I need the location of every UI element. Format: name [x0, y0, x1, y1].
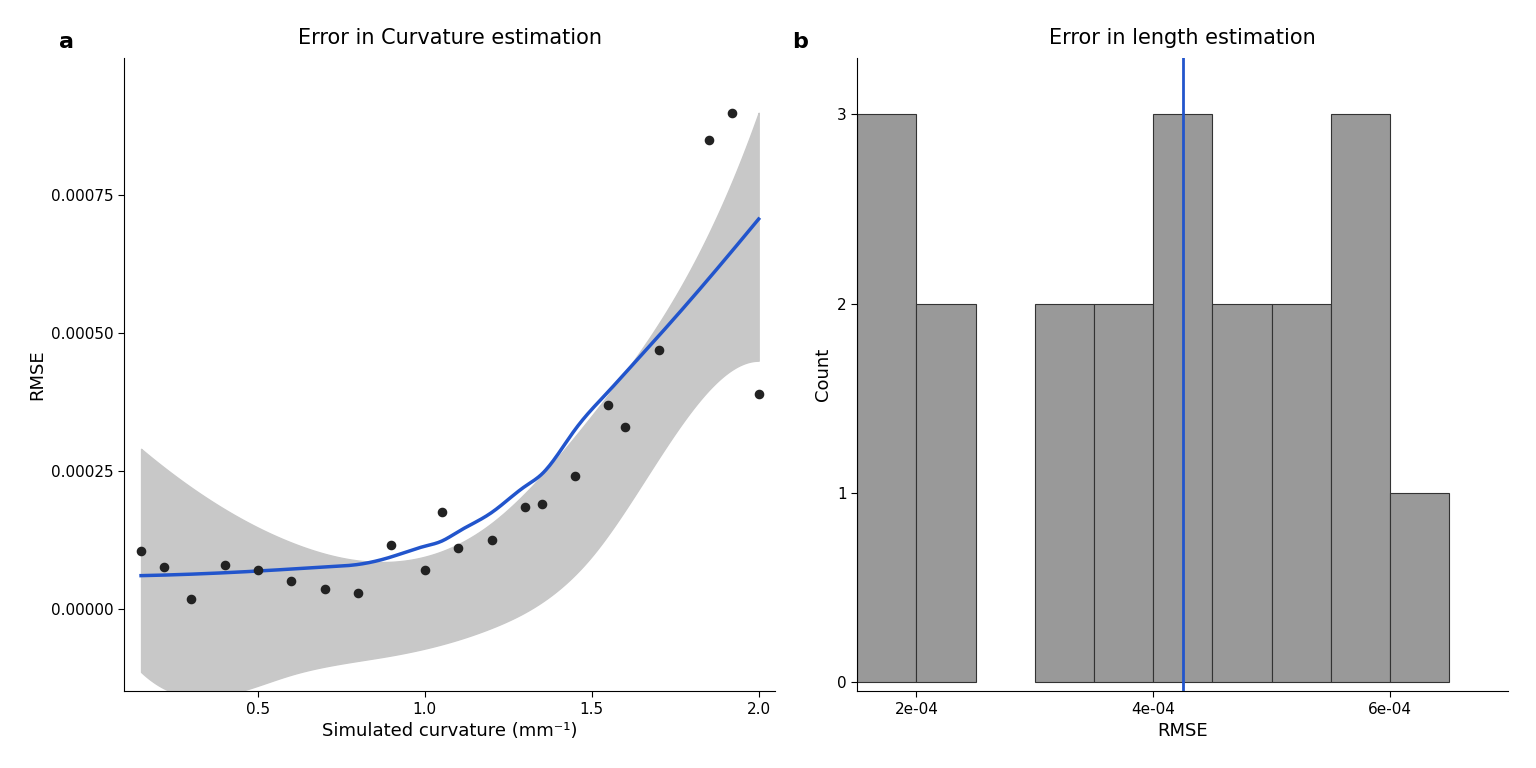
Text: b: b: [793, 32, 808, 52]
Point: [429, 506, 453, 518]
Point: [129, 545, 154, 557]
Point: [562, 470, 587, 482]
Point: [647, 343, 671, 356]
Point: [596, 399, 621, 411]
Point: [720, 107, 745, 119]
Point: [479, 534, 504, 546]
Bar: [1212, 303, 1272, 682]
Point: [513, 501, 538, 513]
Point: [280, 575, 304, 588]
Title: Error in Curvature estimation: Error in Curvature estimation: [298, 28, 602, 48]
Point: [152, 561, 177, 574]
Bar: [1330, 114, 1390, 682]
Point: [445, 542, 470, 554]
Point: [746, 388, 771, 400]
Point: [178, 593, 203, 605]
Bar: [1094, 303, 1154, 682]
X-axis label: Simulated curvature (mm⁻¹): Simulated curvature (mm⁻¹): [323, 722, 578, 740]
Text: a: a: [60, 32, 74, 52]
Point: [530, 498, 554, 510]
Bar: [1272, 303, 1330, 682]
Point: [413, 564, 438, 576]
Bar: [1154, 114, 1212, 682]
Point: [379, 539, 404, 551]
Y-axis label: Count: Count: [814, 348, 831, 401]
Bar: [857, 114, 917, 682]
Point: [696, 134, 720, 147]
Y-axis label: RMSE: RMSE: [28, 349, 46, 400]
Bar: [917, 303, 975, 682]
Point: [346, 587, 370, 599]
Bar: [1390, 492, 1448, 682]
Point: [212, 558, 237, 571]
X-axis label: RMSE: RMSE: [1158, 722, 1207, 740]
Point: [312, 583, 336, 595]
Point: [613, 421, 637, 433]
Point: [246, 564, 270, 576]
Bar: [1035, 303, 1094, 682]
Title: Error in length estimation: Error in length estimation: [1049, 28, 1316, 48]
